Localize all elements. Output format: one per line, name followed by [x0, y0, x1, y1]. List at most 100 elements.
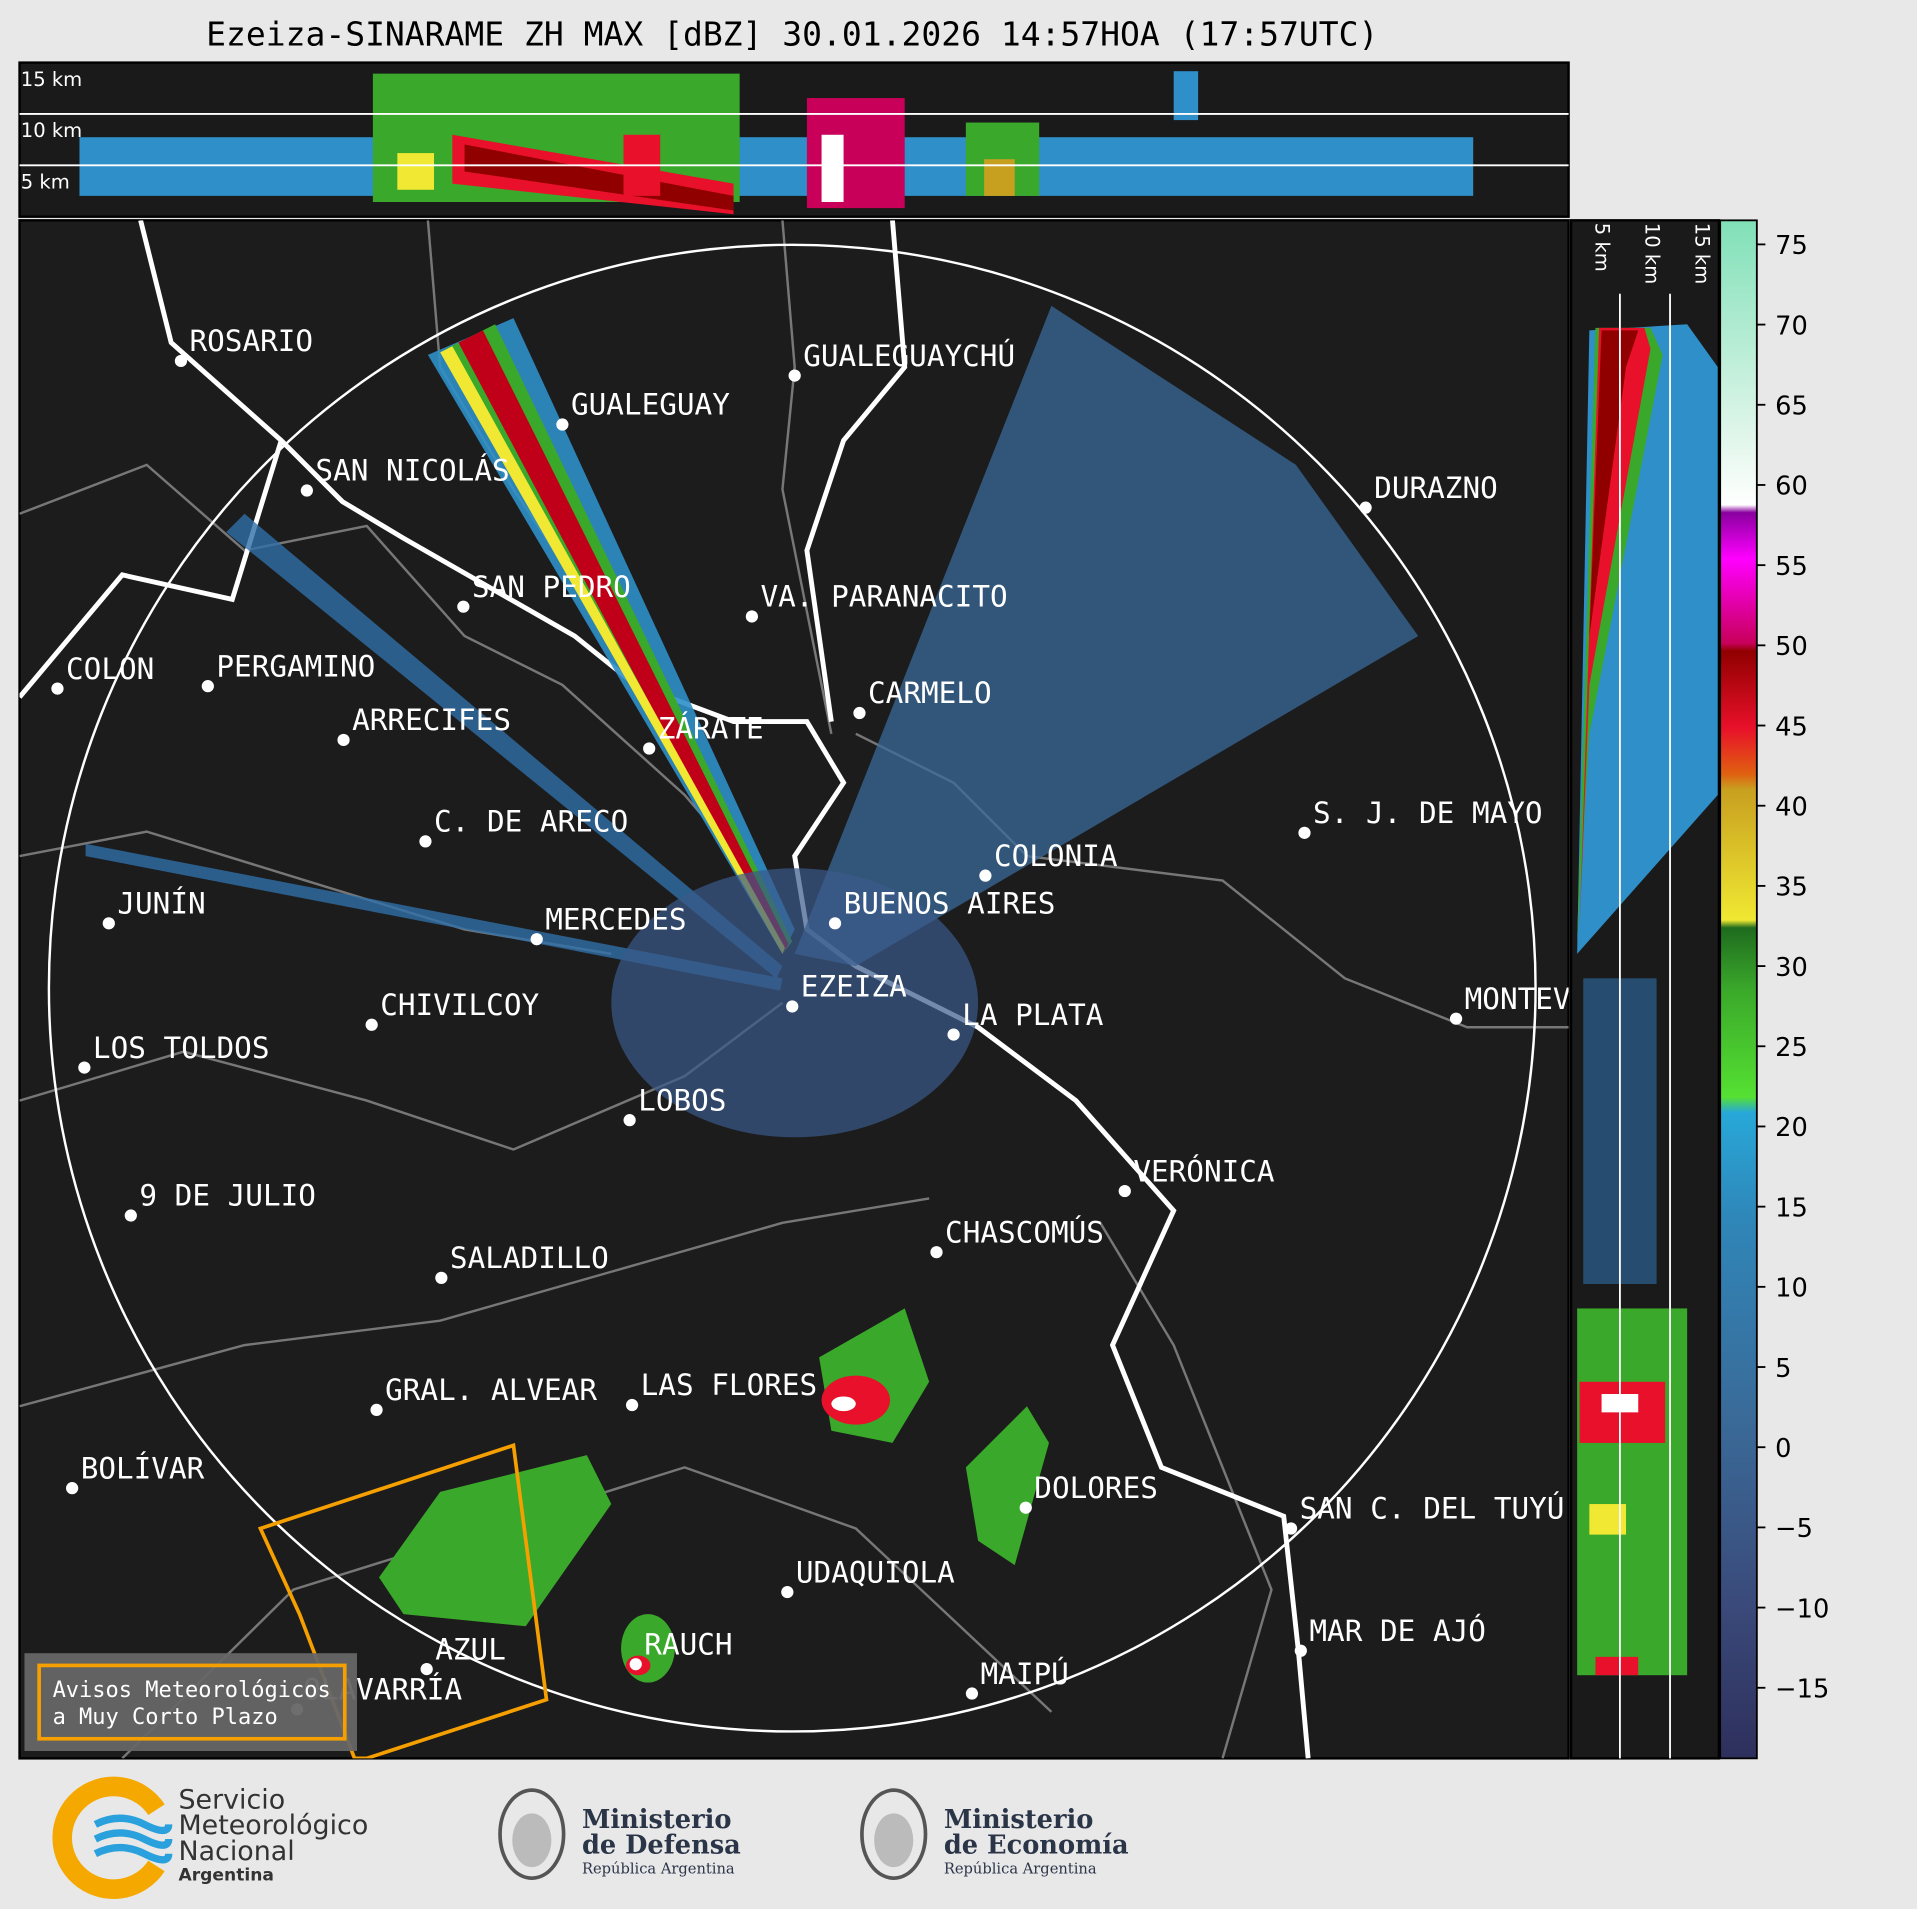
emblem — [874, 1813, 914, 1868]
city-dot — [629, 1658, 642, 1671]
city-label: LAS FLORES — [641, 1368, 818, 1402]
ministry-text: Ministerio — [944, 1805, 1094, 1835]
city-label: SALADILLO — [450, 1241, 609, 1275]
height-label: 15 km — [21, 68, 82, 91]
economia-logo: Ministerio de Economía República Argenti… — [860, 1788, 1129, 1880]
city-dot — [930, 1246, 943, 1259]
city-label: AZUL — [435, 1632, 506, 1666]
city-dot — [643, 742, 656, 755]
title: Ezeiza-SINARAME ZH MAX [dBZ] 30.01.2026 … — [206, 15, 1378, 54]
city-dot — [102, 917, 115, 930]
colorbar-tick-label: 45 — [1775, 712, 1808, 742]
city-dot — [1118, 1184, 1131, 1198]
legend-text: a Muy Corto Plazo — [53, 1705, 278, 1730]
smn-logo: Servicio Meteorológico Nacional Argentin… — [52, 1776, 368, 1899]
city-label: BOLÍVAR — [81, 1450, 205, 1485]
cities: ROSARIO GUALEGUAYCHÚ GUALEGUAY SAN NICOLÁS D… — [51, 324, 1571, 1716]
legend-frame — [37, 1663, 347, 1741]
colorbar-tick-label: −10 — [1775, 1594, 1829, 1624]
smn-text: Meteorológico — [178, 1810, 368, 1841]
colorbar-tick-label: 75 — [1775, 231, 1808, 261]
city-label: DURAZNO — [1374, 471, 1498, 505]
ministry-text: Ministerio — [582, 1805, 732, 1835]
smn-text: Nacional — [178, 1836, 294, 1867]
city-label: MONTEV — [1465, 982, 1571, 1016]
city-label: ARRECIFES — [352, 703, 511, 737]
city-label: PERGAMINO — [216, 649, 375, 683]
ministry-text: de Defensa — [582, 1831, 741, 1861]
city-dot — [66, 1482, 79, 1495]
city-dot — [435, 1271, 448, 1284]
city-label: UDAQUIOLA — [796, 1555, 955, 1589]
colorbar-tick-label: 50 — [1775, 632, 1808, 662]
ministry-text: de Economía — [944, 1831, 1129, 1861]
colorbar-tick-label: 10 — [1775, 1274, 1808, 1304]
colorbar-tick-label: 15 — [1775, 1193, 1808, 1223]
city-label: COLONIA — [994, 839, 1118, 873]
city-dot — [365, 1018, 378, 1031]
city-dot — [337, 733, 350, 747]
city-label: DOLORES — [1034, 1471, 1158, 1505]
city-label: GRAL. ALVEAR — [385, 1373, 597, 1407]
range-ring — [47, 243, 1537, 1733]
colorbar-tick-label: 40 — [1775, 792, 1808, 822]
city-dot — [623, 1114, 636, 1127]
city-dot — [745, 610, 758, 623]
city-label: LA PLATA — [962, 998, 1104, 1032]
city-label: SAN NICOLÁS — [315, 453, 509, 488]
city-label: VA. PARANACITO — [760, 580, 1007, 614]
city-dot — [530, 933, 543, 946]
city-dot — [781, 1585, 794, 1599]
city-label: JUNÍN — [117, 886, 205, 921]
city-dot — [556, 418, 569, 431]
city-label: EZEIZA — [801, 970, 907, 1004]
city-label: LOS TOLDOS — [93, 1031, 270, 1065]
city-dot — [788, 369, 801, 382]
city-label: SAN C. DEL TUYÚ — [1300, 1490, 1565, 1526]
legend-bg — [24, 1653, 357, 1752]
colorbar-tick-label: 30 — [1775, 953, 1808, 983]
smn-waves — [93, 1814, 173, 1864]
colorbar-tick-label: 70 — [1775, 311, 1808, 341]
city-dot — [300, 484, 313, 497]
city-label: GUALEGUAYCHÚ — [803, 337, 1015, 373]
city-dot — [625, 1398, 639, 1412]
colorbar-tick-label: 55 — [1775, 552, 1808, 582]
city-label: CARMELO — [868, 676, 992, 710]
colorbar-tick-label: −5 — [1775, 1514, 1813, 1544]
city-dot — [1449, 1012, 1463, 1025]
city-label: CHIVILCOY — [380, 988, 539, 1022]
city-label: GUALEGUAY — [571, 388, 730, 422]
colorbar-tick-label: 60 — [1775, 472, 1808, 502]
colorbar-tick-label: −15 — [1775, 1675, 1829, 1705]
city-label: ROSARIO — [189, 324, 313, 358]
city-dot — [457, 600, 470, 613]
city-label: COLON — [66, 652, 154, 686]
height-label: 5 km — [21, 171, 70, 194]
city-dot — [51, 682, 64, 695]
city-dot — [947, 1028, 960, 1041]
city-dot — [1298, 826, 1311, 839]
smn-text: Servicio — [178, 1784, 285, 1815]
rivers — [19, 220, 1311, 1759]
emblem — [860, 1788, 928, 1880]
city-label: MERCEDES — [545, 902, 686, 936]
defensa-logo: Ministerio de Defensa República Argentin… — [498, 1788, 741, 1880]
ministry-text: República Argentina — [944, 1860, 1097, 1877]
city-dot — [828, 917, 842, 930]
emblem — [512, 1813, 552, 1868]
map-layer: ROSARIO GUALEGUAYCHÚ GUALEGUAY SAN NICOLÁS D… — [19, 220, 1571, 1759]
city-label: BUENOS AIRES — [844, 887, 1056, 921]
city-dot — [174, 354, 188, 368]
city-dot — [78, 1061, 91, 1074]
city-label: VERÓNICA — [1133, 1152, 1275, 1188]
city-dot — [370, 1403, 383, 1417]
city-dot — [979, 869, 992, 882]
radar-echoes — [85, 305, 1419, 1683]
top-echoes — [79, 71, 1474, 215]
colorbar-tick-label: 65 — [1775, 392, 1808, 422]
city-label: C. DE ARECO — [434, 805, 628, 839]
colorbar-tick-label: 5 — [1775, 1354, 1791, 1384]
